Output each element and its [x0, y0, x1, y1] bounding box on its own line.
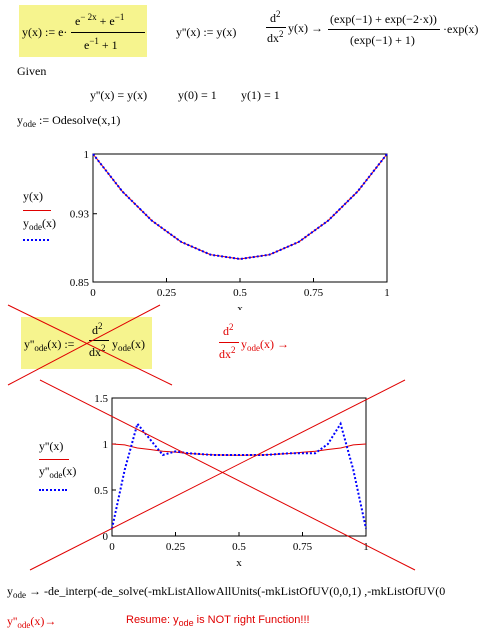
plot1-legend-yode: yode(x) [23, 216, 56, 232]
plot1-ytick-label-0: 1 [84, 149, 90, 161]
plot1-ytick-label-1: 0.93 [70, 209, 90, 221]
plot1-xtick-label-1: 0.25 [157, 287, 177, 299]
sym-tail: ·exp(x) [443, 22, 479, 36]
plot2-xtick-label-4: 1 [363, 541, 369, 553]
ypp-ode-lhs: y''ode(x) := [24, 337, 75, 353]
plot2-legend-ypp: y''(x) [39, 439, 64, 453]
plot1-legend-y: y(x) [23, 189, 43, 203]
plot2-legend-red-line [39, 459, 69, 460]
plot2-legend-yppode: y''ode(x) [39, 464, 77, 480]
given-label[interactable]: Given [17, 64, 47, 78]
crossed-d2-bar [89, 340, 109, 341]
plot2-xlabel: x [236, 557, 242, 569]
plot2-legend-blue-line [39, 489, 67, 491]
red-d2-bottom: dx2 [219, 345, 236, 361]
d2-top: d2 [270, 9, 281, 25]
plot1-series-1-line [92, 153, 388, 260]
ypp-definition[interactable]: y''(x) := y(x) [176, 25, 237, 39]
plot1-xtick-label-4: 1 [384, 287, 390, 299]
bottom-symbolic-result[interactable]: yode → -de_interp(-de_solve(-mkListAllow… [7, 584, 446, 600]
plot2-ytick-label-3: 0 [103, 531, 109, 543]
plot2-ytick-label-2: 0.5 [94, 485, 108, 497]
d2-bar [266, 27, 286, 28]
plot2-ytick-label-1: 1 [103, 439, 109, 451]
red-d2-bar [219, 342, 239, 343]
plot2-xtick-label-3: 0.75 [293, 541, 313, 553]
y-definition[interactable]: y(x) := e· e− 2x + e−1 e−1 + 1 [19, 5, 147, 57]
boundary-y1[interactable]: y(1) = 1 [241, 88, 280, 102]
sym-denominator: (exp(−1) + 1) [350, 33, 415, 47]
plot1-xtick-label-0: 0 [90, 287, 96, 299]
red-d2-rhs: yode(x) → [241, 337, 289, 353]
d2-bottom: dx2 [267, 29, 284, 45]
crossed-d2-top: d2 [92, 321, 103, 337]
plot2-legend: y''(x) y''ode(x) [37, 439, 97, 499]
plot2-xtick-label-2: 0.5 [232, 541, 246, 553]
plot2-xtick-label-0: 0 [109, 541, 115, 553]
plot1-xtick-label-3: 0.75 [304, 287, 324, 299]
crossed-definition[interactable]: y''ode(x) := d2 dx2 yode(x) [21, 317, 152, 369]
red-d2-top: d2 [223, 322, 234, 338]
y-def-numerator: e− 2x + e−1 [75, 12, 125, 28]
boundary-y0[interactable]: y(0) = 1 [178, 88, 217, 102]
plot1-legend-red-line [23, 210, 51, 211]
resume-note[interactable]: Resume: yode is NOT right Function!!! [126, 614, 310, 628]
y-def-denominator: e−1 + 1 [84, 36, 118, 52]
plot1-chart[interactable]: 1 0.93 0.850 0.25 0.5 0.75 1 x [60, 145, 400, 310]
plot1-xtick-label-2: 0.5 [233, 287, 247, 299]
y-def-lhs: y(x) := e· [22, 25, 68, 39]
cross-out-mark-2 [29, 379, 416, 571]
plot2-series-2-line [111, 421, 367, 529]
d2-y: y(x) → [288, 21, 323, 35]
plot1-legend: y(x) yode(x) [21, 189, 71, 249]
red-symbolic-derivative[interactable]: d2 dx2 yode(x) → [216, 322, 336, 367]
plot2-xtick-label-1: 0.25 [166, 541, 186, 553]
odesolve-assignment[interactable]: yode := Odesolve(x,1) [17, 113, 121, 129]
crossed-rhs: yode(x) [112, 337, 145, 353]
plot1-frame [92, 153, 388, 283]
ode-equation[interactable]: y''(x) = y(x) [90, 88, 148, 102]
sym-numerator: (exp(−1) + exp(−2·x)) [330, 12, 437, 26]
cross-out-mark-1 [7, 304, 173, 386]
plot1-legend-blue-line [23, 239, 49, 241]
symbolic-derivative[interactable]: d2 dx2 y(x) → (exp(−1) + exp(−2·x)) (exp… [266, 8, 488, 58]
y-def-fraction-bar [71, 32, 145, 33]
plot2-ytick-label-0: 1.5 [94, 393, 108, 405]
plot1-ytick-label-2: 0.85 [70, 277, 90, 289]
red-ypp-ode-result[interactable]: y''ode(x)→ [7, 614, 57, 630]
sym-bar [328, 29, 440, 30]
plot1-xlabel: x [237, 303, 243, 310]
